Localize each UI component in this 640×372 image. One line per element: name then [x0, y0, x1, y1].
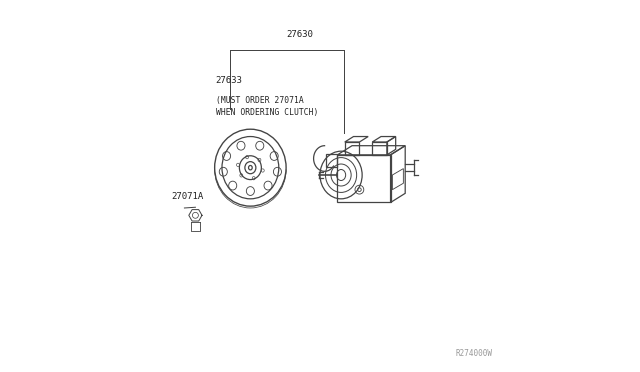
Text: R274000W: R274000W	[455, 349, 492, 358]
Text: (MUST ORDER 27071A
WHEN ORDERING CLUTCH): (MUST ORDER 27071A WHEN ORDERING CLUTCH)	[216, 96, 318, 118]
Text: 27071A: 27071A	[172, 192, 204, 201]
Text: 27630: 27630	[287, 31, 314, 39]
Text: 27633: 27633	[216, 76, 243, 85]
